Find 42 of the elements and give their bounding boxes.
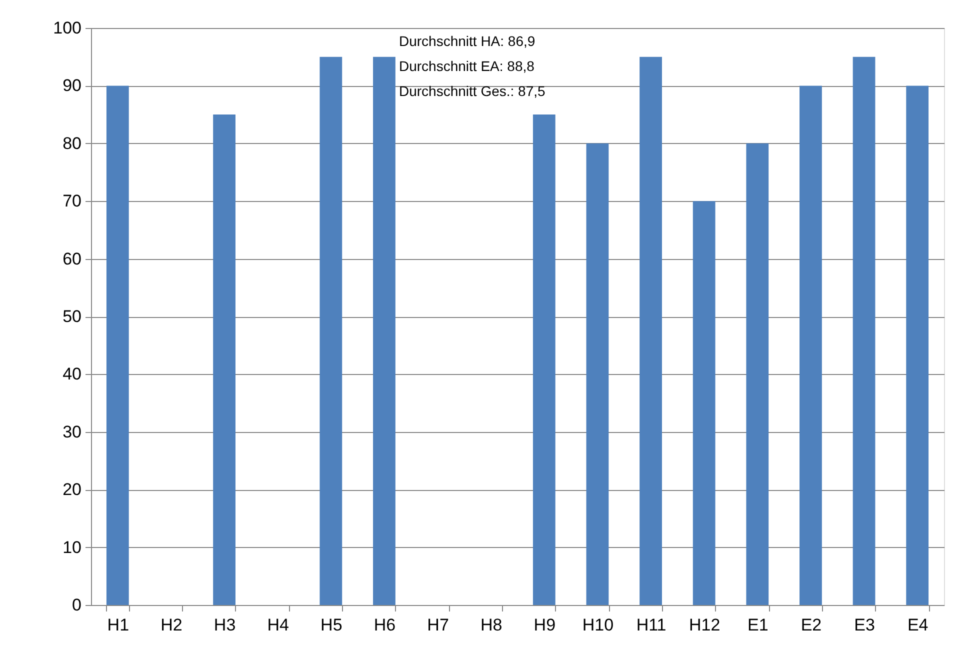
y-tick-label: 90	[62, 76, 82, 96]
x-tick-label: E4	[907, 616, 928, 634]
x-tick-label: H3	[214, 616, 236, 634]
y-tick-label: 30	[62, 422, 82, 442]
y-tick-label: 20	[62, 480, 82, 500]
bar	[640, 56, 662, 605]
bar	[373, 56, 396, 605]
x-tick-label: H4	[267, 616, 289, 634]
x-tick-label: E3	[854, 616, 875, 634]
bar	[852, 56, 876, 605]
bar	[106, 86, 129, 605]
annotation: Durchschnitt EA: 88,8	[399, 58, 535, 74]
y-tick-label: 100	[53, 18, 82, 38]
y-tick-label: 10	[62, 538, 82, 557]
x-tick-label: H8	[480, 616, 502, 634]
annotation: Durchschnitt HA: 86,9	[399, 33, 536, 49]
y-tick-label: 40	[62, 364, 82, 384]
bar	[320, 56, 342, 605]
x-tick-label: H12	[689, 616, 720, 634]
x-tick-label: H10	[582, 616, 614, 634]
bar	[213, 114, 236, 605]
x-tick-label: H5	[320, 616, 342, 634]
bar	[532, 114, 556, 605]
x-tick-label: E2	[800, 616, 822, 634]
bar	[800, 86, 822, 605]
bar	[692, 201, 716, 605]
x-tick-label: H6	[374, 616, 396, 634]
x-tick-label: H2	[160, 616, 182, 634]
annotation: Durchschnitt Ges.: 87,5	[399, 83, 546, 99]
y-tick-label: 60	[62, 249, 82, 268]
y-tick-label: 50	[62, 307, 82, 326]
x-tick-label: H7	[427, 616, 449, 634]
x-tick-label: E1	[748, 616, 768, 634]
x-tick-label: H9	[534, 616, 556, 634]
bar	[586, 143, 609, 605]
y-tick-label: 70	[62, 192, 82, 211]
bar	[746, 143, 769, 605]
x-tick-label: H1	[107, 616, 130, 634]
y-tick-label: 80	[62, 134, 82, 153]
bar	[906, 86, 929, 605]
x-tick-label: H11	[636, 616, 666, 634]
y-tick-label: 0	[72, 596, 82, 614]
